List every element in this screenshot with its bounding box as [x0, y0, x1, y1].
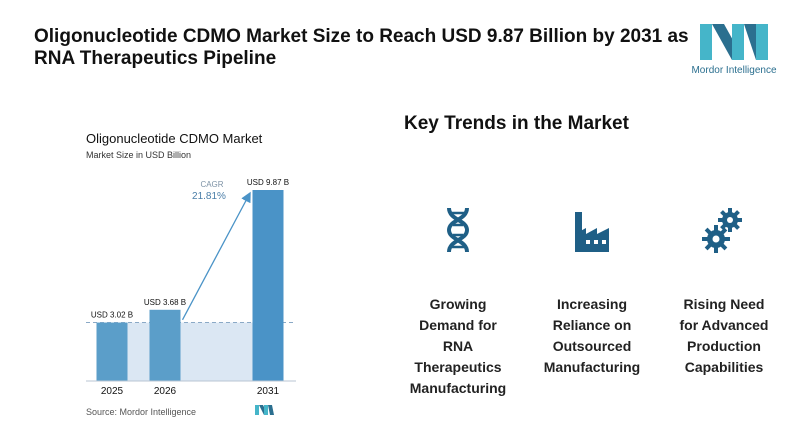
logo-mark-icon [700, 24, 768, 60]
trend-label: Rising Need for Advanced Production Capa… [679, 296, 769, 375]
trend-label: Growing Demand for RNA Therapeutics Manu… [409, 296, 507, 396]
gears-icon [702, 208, 742, 253]
trend-label: Increasing Reliance on Outsourced Manufa… [543, 296, 641, 375]
logo-text: Mordor Intelligence [691, 65, 777, 76]
cagr-label: CAGR [200, 180, 223, 189]
trend-advanced-production: Rising Need for Advanced Production Capa… [661, 206, 787, 378]
trends-heading: Key Trends in the Market [404, 113, 629, 134]
trend-rna-demand: Growing Demand for RNA Therapeutics Manu… [395, 206, 521, 399]
value-label-2025: USD 3.02 B [91, 311, 133, 320]
value-label-2031: USD 9.87 B [247, 178, 289, 187]
bar-2025 [96, 322, 128, 381]
cagr-arrow [181, 191, 251, 321]
bar-chart: CAGR 21.81% USD 3.02 B 2025 USD 3.68 B 2026… [86, 178, 296, 415]
bar-2026 [149, 309, 181, 381]
growth-band [96, 322, 284, 381]
cagr-value: 21.81% [192, 191, 226, 202]
x-tick-label-2031: 2031 [257, 386, 280, 397]
trend-outsourced-manufacturing: Increasing Reliance on Outsourced Manufa… [529, 206, 655, 378]
chart-subtitle: Market Size in USD Billion [86, 150, 192, 160]
value-label-2026: USD 3.68 B [144, 298, 186, 307]
x-tick-label-2025: 2025 [101, 386, 124, 397]
x-tick-label-2026: 2026 [154, 386, 177, 397]
factory-icon [575, 212, 609, 252]
page-title: Oligonucleotide CDMO Market Size to Reac… [34, 26, 689, 69]
dna-icon [446, 207, 470, 253]
mordor-intelligence-logo: Mordor Intelligence [686, 20, 782, 80]
bar-2031 [252, 190, 284, 381]
source-note: Source: Mordor Intelligence [86, 407, 197, 417]
chart-title: Oligonucleotide CDMO Market [86, 131, 263, 146]
source-logo-icon [255, 405, 274, 415]
